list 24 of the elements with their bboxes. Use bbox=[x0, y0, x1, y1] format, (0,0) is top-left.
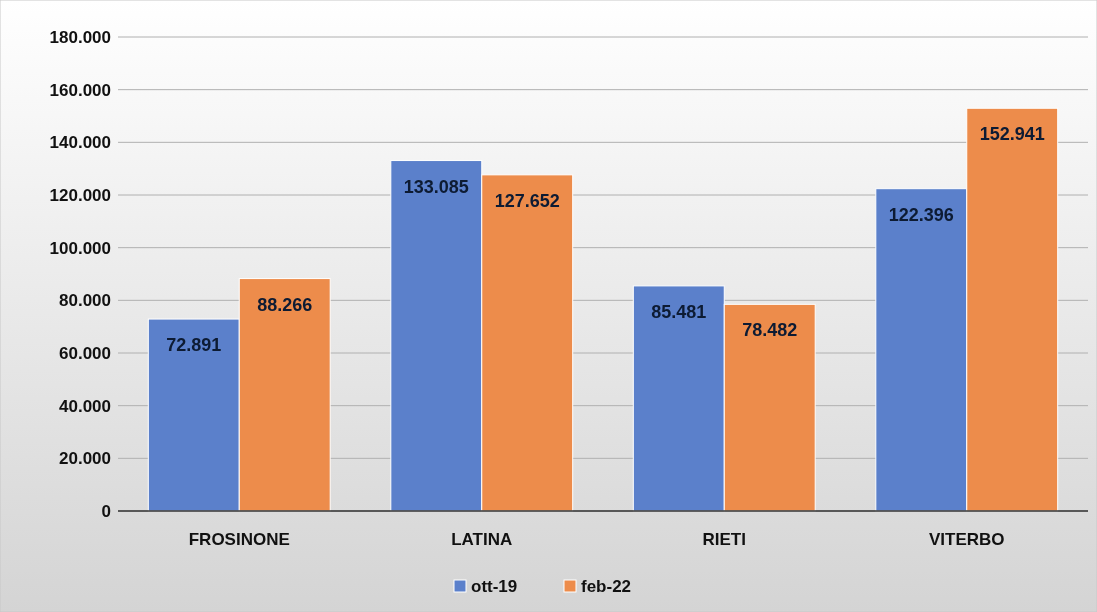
y-tick-label: 20.000 bbox=[59, 449, 111, 469]
data-label: 72.891 bbox=[166, 335, 222, 356]
data-label: 127.652 bbox=[494, 190, 560, 211]
y-tick-label: 160.000 bbox=[49, 80, 111, 100]
data-label: 152.941 bbox=[979, 124, 1045, 145]
x-tick-label: FROSINONE bbox=[188, 530, 290, 549]
y-tick-label: 180.000 bbox=[49, 27, 111, 47]
data-label: 85.481 bbox=[651, 301, 707, 322]
y-tick-label: 80.000 bbox=[59, 291, 111, 311]
data-label: 122.396 bbox=[888, 204, 954, 225]
y-tick-label: 0 bbox=[101, 501, 111, 521]
legend-label: ott-19 bbox=[471, 576, 518, 596]
x-tick-label: LATINA bbox=[451, 530, 513, 549]
y-tick-label: 40.000 bbox=[59, 396, 111, 416]
y-tick-label: 60.000 bbox=[59, 343, 111, 363]
y-tick-label: 140.000 bbox=[49, 133, 111, 153]
data-label: 133.085 bbox=[403, 176, 469, 197]
data-label: 88.266 bbox=[257, 294, 313, 315]
y-tick-label: 120.000 bbox=[49, 185, 111, 205]
y-tick-label: 100.000 bbox=[49, 238, 111, 258]
x-tick-label: VITERBO bbox=[928, 530, 1005, 549]
data-label: 78.482 bbox=[742, 320, 798, 341]
x-tick-label: RIETI bbox=[702, 530, 746, 549]
legend-label: feb-22 bbox=[581, 576, 632, 596]
